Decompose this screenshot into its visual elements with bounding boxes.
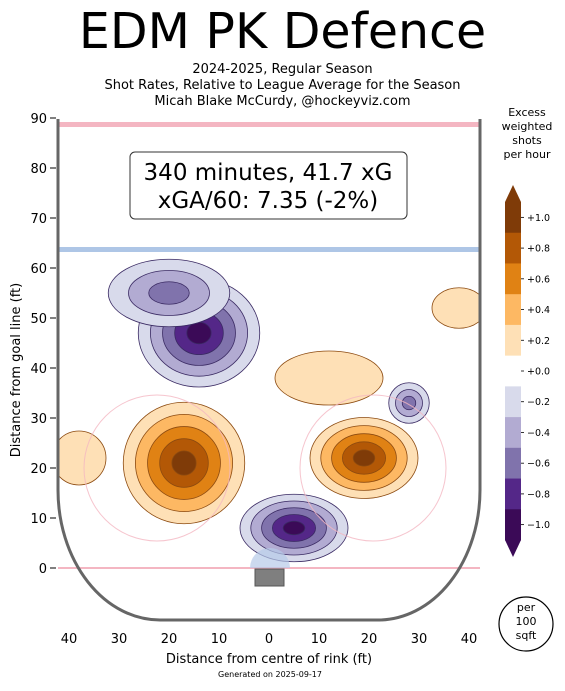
colorbar-title: Excess weighted shots per hour <box>502 106 553 161</box>
left-faceoff-circle <box>83 394 231 542</box>
heat-contour <box>148 281 190 305</box>
summary-xga60: xGA/60: 7.35 (-2%) <box>158 188 379 214</box>
goal-net <box>254 568 285 587</box>
generated-date: Generated on 2025-09-17 <box>218 670 322 679</box>
heat-contour <box>274 350 384 406</box>
heat-region-mid-ice-high <box>274 350 384 406</box>
colorbar-segment <box>505 294 521 326</box>
x-tick-label: 20 <box>161 632 178 647</box>
colorbar-title-line: Excess <box>508 106 546 119</box>
colorbar-segment <box>505 202 521 234</box>
unit-badge-line: 100 <box>516 615 537 628</box>
rink-boards <box>56 119 482 622</box>
y-tick-label: 40 <box>30 362 47 377</box>
colorbar-tick-label: −0.2 <box>527 397 550 408</box>
x-tick-label: 10 <box>211 632 228 647</box>
colorbar-tick-label: +0.8 <box>527 244 550 255</box>
y-tick-label: 60 <box>30 262 47 277</box>
colorbar-segment <box>505 324 521 357</box>
y-axis: 0 10 20 30 40 50 60 70 80 90 <box>30 112 56 577</box>
colorbar-segment <box>505 386 521 418</box>
colorbar-extend-top <box>505 185 521 202</box>
top-red-line <box>58 122 480 127</box>
colorbar-tick-label: +1.0 <box>527 213 550 224</box>
x-tick-label: 30 <box>411 632 428 647</box>
goal-crease <box>250 548 290 568</box>
y-tick-label: 80 <box>30 162 47 177</box>
heat-contour <box>171 450 197 476</box>
x-tick-label: 40 <box>461 632 478 647</box>
x-tick-label: 20 <box>361 632 378 647</box>
heatmap-layer <box>58 258 480 563</box>
colorbar: +1.0 +0.8 +0.6 +0.4 +0.2 +0.0 −0.2 −0.4 −0.6 −0.8… <box>505 185 550 557</box>
y-tick-label: 20 <box>30 462 47 477</box>
colorbar-segment <box>505 509 521 541</box>
y-tick-label: 90 <box>30 112 47 127</box>
colorbar-title-line: per hour <box>504 148 551 161</box>
heat-region-slot-right-small <box>388 382 430 424</box>
subtitle-author: Micah Blake McCurdy, @hockeyviz.com <box>154 94 411 109</box>
heat-region-point-left <box>107 258 231 328</box>
y-axis-label: Distance from goal line (ft) <box>9 283 24 457</box>
colorbar-tick-label: −0.6 <box>527 459 550 470</box>
heat-contour <box>431 287 480 329</box>
summary-box: 340 minutes, 41.7 xG xGA/60: 7.35 (-2%) <box>129 151 408 220</box>
summary-minutes-xg: 340 minutes, 41.7 xG <box>144 160 393 186</box>
heat-region-left-circle <box>122 401 246 525</box>
colorbar-tick-label: −1.0 <box>527 520 550 531</box>
x-axis: 40 30 20 10 0 10 20 30 40 <box>61 632 478 647</box>
heat-contour <box>352 449 376 467</box>
right-faceoff-circle <box>299 394 447 542</box>
colorbar-segment <box>505 355 521 387</box>
colorbar-segment <box>505 417 521 449</box>
blue-line <box>58 247 480 252</box>
y-tick-label: 50 <box>30 312 47 327</box>
heat-contour <box>282 520 306 536</box>
subtitle-season: 2024-2025, Regular Season <box>192 62 373 77</box>
colorbar-tick-label: −0.8 <box>527 489 550 500</box>
subtitle-description: Shot Rates, Relative to League Average f… <box>104 78 461 93</box>
chart-title: EDM PK Defence <box>78 3 487 60</box>
colorbar-tick-label: +0.6 <box>527 274 550 285</box>
y-tick-label: 70 <box>30 212 47 227</box>
colorbar-title-line: shots <box>512 134 542 147</box>
heat-region-crease-front <box>239 493 349 563</box>
colorbar-extend-bottom <box>505 540 521 557</box>
heat-region-right-circle <box>309 417 419 499</box>
heat-region-left-wall <box>58 430 107 486</box>
colorbar-segment <box>505 478 521 510</box>
heat-contour <box>186 321 212 345</box>
colorbar-segment <box>505 447 521 480</box>
colorbar-title-line: weighted <box>502 120 553 133</box>
x-tick-label: 40 <box>61 632 78 647</box>
unit-badge-line: per <box>517 601 536 614</box>
colorbar-segment <box>505 232 521 264</box>
colorbar-tick-label: +0.2 <box>527 336 550 347</box>
unit-badge: per 100 sqft <box>498 596 554 652</box>
colorbar-tick-label: +0.0 <box>527 367 550 378</box>
x-tick-label: 30 <box>111 632 128 647</box>
colorbar-segment <box>505 263 521 295</box>
y-tick-label: 10 <box>30 512 47 527</box>
y-tick-label: 0 <box>39 562 47 577</box>
unit-badge-line: sqft <box>516 629 537 642</box>
colorbar-tick-label: −0.4 <box>527 428 550 439</box>
x-axis-label: Distance from centre of rink (ft) <box>166 652 372 667</box>
rink-markings <box>56 119 482 622</box>
x-tick-label: 10 <box>311 632 328 647</box>
x-tick-label: 0 <box>265 632 273 647</box>
heat-contour <box>58 430 107 486</box>
heat-region-right-point <box>431 287 480 329</box>
y-tick-label: 30 <box>30 412 47 427</box>
colorbar-tick-label: +0.4 <box>527 305 550 316</box>
